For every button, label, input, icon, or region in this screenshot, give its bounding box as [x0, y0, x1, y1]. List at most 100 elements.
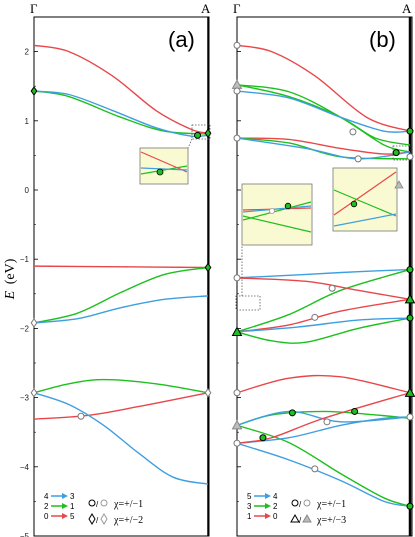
panel-a-zoom-connector — [187, 138, 193, 149]
band-line-11 — [237, 317, 411, 344]
circle-marker — [233, 41, 241, 49]
band-line-13 — [237, 374, 411, 394]
panel-b-inset-right-triangle — [394, 180, 404, 189]
band-line-18 — [237, 392, 411, 444]
legend-triangle-open — [302, 513, 312, 523]
legend-triangle-filled — [290, 513, 300, 523]
panel-b-inset-right — [332, 145, 412, 232]
band-line-0 — [34, 44, 209, 134]
circle-marker — [233, 274, 241, 282]
panel-b-inset-right-green — [333, 189, 397, 217]
legend-diamond-open — [100, 513, 108, 525]
legend-circle-open — [303, 499, 311, 507]
legend-to-label: 3 — [70, 492, 75, 501]
circle-marker — [311, 465, 319, 473]
circle-marker — [406, 314, 414, 322]
legend-from-label: 2 — [44, 502, 49, 511]
band-line-6 — [237, 137, 411, 160]
legend-circle-filled — [88, 499, 96, 507]
legend-slash: / — [96, 516, 99, 525]
panel-b-inset-left-marker — [284, 202, 292, 210]
diamond-marker — [30, 387, 38, 398]
legend-to-label: 2 — [273, 502, 278, 511]
y-axis-label-unit: (eV) — [3, 258, 18, 284]
panel-a-inset-box — [139, 147, 189, 185]
circle-marker — [406, 153, 414, 161]
circle-marker — [233, 389, 241, 397]
legend-arrow-head — [265, 493, 271, 499]
band-line-3 — [34, 265, 209, 269]
panel-a-inset-blue — [140, 167, 188, 171]
band-line-2 — [34, 90, 209, 138]
legend-chi-1: χ=+/−1 — [316, 499, 346, 510]
panel-b-inset-left-blue — [242, 205, 312, 213]
legend-arrow-head — [265, 513, 271, 519]
legend-from-label: 4 — [44, 492, 49, 501]
panel-a-series — [34, 44, 209, 485]
y-tick-label: −2 — [20, 324, 30, 333]
band-line-6 — [34, 378, 209, 394]
panel-a-inset-red — [140, 151, 188, 173]
band-line-17 — [237, 416, 411, 444]
panel-a-y-ticks: 2 1 0 −1 −2 −3 −4 −5 — [20, 16, 38, 537]
panel-b-zoom-box-left — [235, 295, 261, 311]
legend-to-label: 4 — [273, 492, 278, 501]
circle-marker — [351, 407, 359, 415]
band-line-10 — [237, 298, 411, 333]
triangle-marker — [231, 419, 243, 430]
legend-chi-2: χ=+/−2 — [113, 515, 143, 526]
panel-a-inset-green — [140, 165, 188, 175]
triangle-marker — [404, 387, 415, 397]
panel-b-markers — [231, 41, 415, 510]
circle-marker — [349, 128, 357, 136]
band-line-8 — [34, 392, 209, 485]
panel-b-label: (b) — [369, 27, 396, 52]
legend-to-label: 5 — [70, 512, 75, 521]
diamond-marker — [30, 317, 38, 328]
circle-marker — [392, 149, 400, 157]
panel-b-inset-left-green2 — [242, 201, 312, 221]
y-tick-label: −3 — [20, 394, 30, 403]
panel-a-inset — [139, 124, 211, 185]
circle-marker — [406, 413, 414, 421]
panel-b-inset-right-marker — [350, 200, 358, 208]
circle-marker — [259, 434, 267, 442]
band-line-4 — [34, 266, 209, 324]
triangle-marker — [231, 326, 243, 336]
legend-to-label: 0 — [273, 512, 278, 521]
legend-slash: / — [299, 500, 302, 509]
legend-arrow-head — [62, 493, 68, 499]
band-line-16 — [237, 424, 411, 507]
legend-slash: / — [96, 500, 99, 509]
legend-arrow-head — [62, 513, 68, 519]
circle-marker — [354, 155, 362, 163]
circle-marker — [323, 418, 331, 426]
legend-arrow-head — [265, 503, 271, 509]
band-line-9 — [237, 277, 411, 301]
circle-marker — [233, 134, 241, 142]
band-line-7 — [34, 392, 209, 420]
band-line-0 — [237, 44, 411, 132]
y-tick-label: 1 — [25, 117, 30, 126]
band-line-1 — [34, 90, 209, 135]
panel-b-legend: 5 4 3 2 1 0 / χ=+/−1 / χ=+/−3 — [247, 492, 346, 526]
legend-to-label: 1 — [70, 502, 75, 511]
circle-marker — [406, 502, 414, 510]
y-tick-label: −5 — [20, 532, 30, 537]
y-tick-label: −4 — [20, 463, 30, 472]
y-axis-label: E (eV) — [3, 258, 18, 300]
circle-marker — [288, 409, 296, 417]
y-tick-label: 0 — [25, 186, 30, 195]
panel-a-legend: 4 3 2 1 0 5 / χ=+/−1 / χ=+/−2 — [44, 492, 143, 526]
panel-b-a-label: A — [402, 1, 412, 16]
panel-a-markers — [30, 86, 212, 420]
band-line-8 — [237, 268, 411, 333]
legend-chi-1: χ=+/−1 — [113, 499, 143, 510]
circle-marker — [233, 87, 241, 95]
circle-marker — [233, 439, 241, 447]
y-tick-label: 2 — [25, 48, 30, 57]
legend-from-label: 3 — [247, 502, 252, 511]
band-line-3 — [237, 90, 411, 133]
panel-b-inset-box-left — [241, 183, 313, 246]
